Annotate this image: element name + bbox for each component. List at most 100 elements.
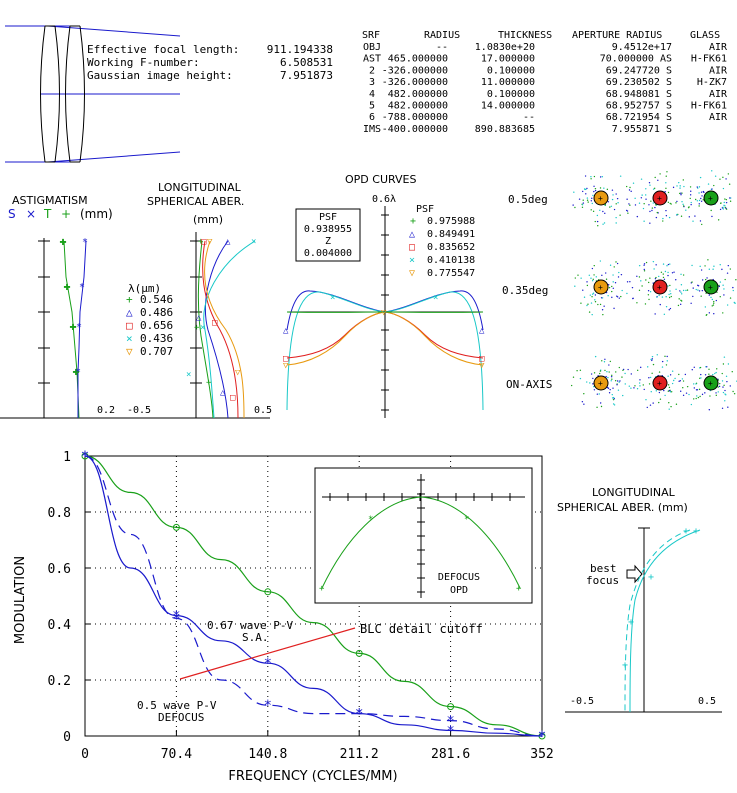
spot-dot: [680, 284, 683, 286]
mtf-ytick-label: 0.6: [48, 562, 71, 577]
spot-dot: [687, 206, 690, 209]
mtf-series-line: [84, 455, 543, 737]
spot-marker: +: [657, 283, 662, 292]
spot-dot: [611, 290, 613, 293]
spot-dot: [722, 284, 724, 286]
spot-dot: [722, 363, 725, 365]
table-cell: H-ZK7: [697, 77, 727, 88]
spot-dot: [680, 192, 682, 194]
svg-text:×: ×: [330, 293, 335, 303]
spot-dot: [665, 209, 667, 212]
spot-dot: [593, 175, 596, 178]
opd-title: OPD CURVES: [345, 173, 417, 186]
spot-dot: [707, 259, 709, 261]
spot-dot: [592, 194, 594, 197]
spot-dot: [667, 375, 669, 377]
spot-dot: [578, 198, 581, 200]
spot-dot: [612, 387, 614, 389]
spot-dot: [682, 203, 684, 206]
spot-dot: [632, 297, 634, 300]
table-cell: 14.000000: [481, 101, 535, 112]
spot-dot: [703, 191, 705, 194]
spot-dot: [589, 382, 591, 384]
spot-dot: [594, 294, 597, 296]
spot-dot: [593, 190, 595, 193]
lsa2-tick-right: 0.5: [698, 696, 716, 707]
spot-dot: [611, 296, 613, 299]
spot-dot: [641, 285, 643, 287]
mtf-point: *: [264, 656, 272, 672]
spot-dot: [592, 377, 594, 380]
svg-text:▽: ▽: [381, 308, 387, 318]
spot-dot: [596, 220, 599, 223]
spot-dot: [698, 290, 701, 292]
spot-dot: [592, 292, 595, 294]
spot-dot: [607, 387, 610, 389]
svg-text:*: *: [79, 282, 85, 293]
table-cell: 7.955871 S: [612, 124, 672, 135]
spot-dot: [593, 185, 595, 188]
spot-dot: [616, 380, 619, 382]
spot-dot: [638, 289, 641, 292]
spot-dot: [649, 376, 652, 379]
svg-text:*: *: [75, 367, 81, 378]
spot-dot: [694, 215, 696, 217]
spot-dot: [646, 366, 649, 368]
spot-dot: [612, 403, 615, 405]
spot-dot: [700, 377, 702, 379]
defocus-label-1: 0.5 wave P-V: [137, 699, 217, 712]
spot-dot: [693, 383, 695, 385]
spot-dot: [693, 366, 695, 368]
spot-dot: [719, 296, 721, 298]
spot-dot: [611, 393, 613, 396]
spot-dot: [670, 293, 672, 295]
spot-dot: [621, 289, 623, 292]
spot-dot: [700, 197, 702, 200]
spot-dot: [698, 205, 700, 207]
svg-text:*: *: [76, 322, 82, 333]
table-cell: 68.948081 S: [606, 89, 672, 100]
mtf-xlabel: FREQUENCY (CYCLES/MM): [228, 769, 397, 784]
spot-dot: [671, 272, 674, 274]
lsa2-title2: SPHERICAL ABER. (mm): [557, 501, 688, 514]
spot-dot: [665, 175, 667, 177]
svg-text:+: +: [683, 526, 689, 537]
spot-dot: [661, 360, 664, 363]
svg-text:+: +: [693, 526, 699, 537]
spot-dot: [682, 205, 685, 207]
spot-dot: [656, 296, 658, 298]
spot-dot: [724, 278, 726, 281]
spot-dot: [690, 203, 692, 206]
lsa-title1: LONGITUDINAL: [158, 181, 242, 194]
spot-dot: [597, 225, 599, 227]
spot-dot: [599, 176, 602, 178]
lsa-tick-right: 0.5: [254, 405, 272, 416]
spot-dot: [617, 202, 619, 204]
spot-dot: [667, 390, 670, 392]
spot-dot: [662, 263, 665, 265]
spot-dot: [643, 220, 645, 222]
spot-dot: [722, 206, 724, 208]
spot-dot: [729, 385, 731, 387]
spot-dot: [624, 383, 626, 385]
table-cell: 69.230502 S: [606, 77, 672, 88]
spot-dot: [692, 220, 694, 222]
spot-dot: [693, 387, 696, 389]
svg-text:×: ×: [200, 323, 205, 333]
svg-text:×: ×: [409, 255, 415, 266]
spot-dot: [669, 290, 671, 292]
table-cell: --: [436, 42, 448, 53]
spot-dot: [659, 173, 661, 175]
spot-dot: [711, 215, 713, 218]
table-cell: 5: [369, 101, 375, 112]
lsa2-tick-left: -0.5: [570, 696, 594, 707]
table-cell: 70.000000 AS: [600, 54, 672, 65]
spot-dot: [717, 391, 719, 393]
spot-dot: [613, 208, 616, 211]
spot-dot: [678, 298, 680, 300]
spot-dot: [624, 372, 626, 375]
spot-dot: [643, 388, 645, 391]
spot-dot: [649, 291, 652, 293]
mtf-point: [172, 523, 180, 531]
spot-dot: [713, 302, 715, 304]
